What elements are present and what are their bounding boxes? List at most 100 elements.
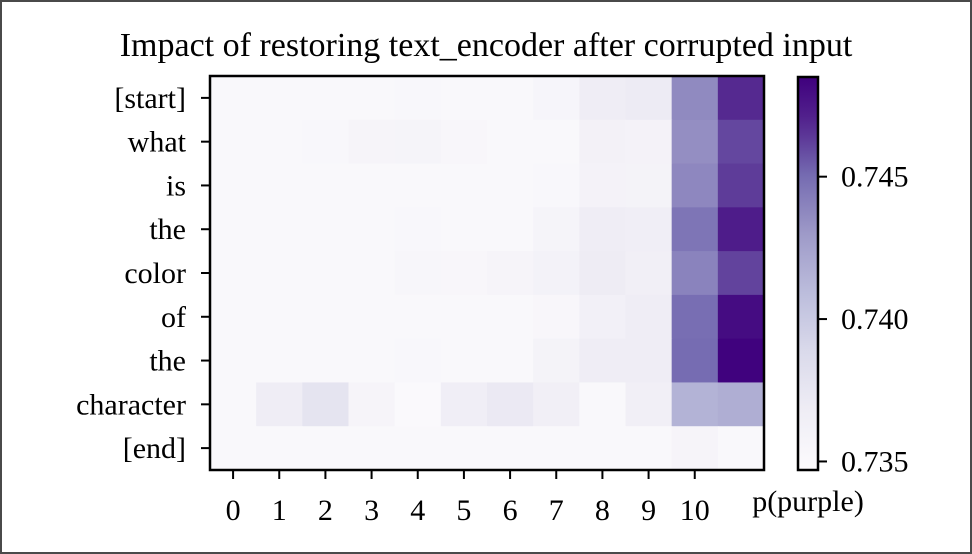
heatmap-cell	[579, 163, 627, 208]
colorbar-gradient	[798, 77, 818, 470]
heatmap-cell	[671, 294, 719, 340]
heatmap-cell	[440, 338, 488, 384]
heatmap-cell	[533, 294, 580, 340]
heatmap-cell	[302, 251, 350, 296]
x-tick-label: 4	[410, 494, 425, 527]
x-tick-label: 9	[641, 494, 656, 527]
colorbar: 0.735 0.740 0.745	[796, 75, 909, 478]
heatmap-cell	[348, 251, 396, 296]
heatmap-cell	[210, 163, 257, 208]
heatmap-cell	[579, 426, 627, 471]
y-tick-label: what	[128, 126, 187, 159]
heatmap-cell	[533, 119, 580, 165]
heatmap-cell	[487, 338, 534, 384]
heatmap-cell	[394, 207, 442, 252]
heatmap-cell	[671, 119, 719, 165]
heatmap-cell	[717, 294, 765, 340]
heatmap-cell	[348, 163, 396, 208]
heatmap-cell	[579, 294, 627, 340]
x-tick-label: 5	[456, 494, 471, 527]
heatmap-cell	[487, 119, 534, 165]
heatmap-cell	[210, 207, 257, 252]
heatmap-cell	[625, 119, 673, 165]
heatmap-cell	[625, 338, 673, 384]
x-tick-label: 10	[680, 494, 710, 527]
colorbar-tick-label: 0.745	[841, 161, 909, 194]
heatmap-cell	[671, 338, 719, 384]
heatmap-cell	[348, 76, 396, 121]
heatmap-cell	[348, 426, 396, 471]
heatmap-cell	[348, 207, 396, 252]
heatmap-cell	[487, 382, 534, 427]
heatmap-cell	[302, 382, 350, 427]
x-tick-label: 2	[318, 494, 333, 527]
heatmap-cell	[302, 76, 350, 121]
heatmap-cell	[671, 382, 719, 427]
heatmap-cell	[210, 338, 257, 384]
heatmap-cell	[440, 207, 488, 252]
heatmap-cell	[210, 251, 257, 296]
heatmap-cell	[671, 76, 719, 121]
heatmap-cell	[256, 426, 303, 471]
heatmap-cell	[579, 338, 627, 384]
y-axis: [start] what is the color of the character [end]	[76, 82, 210, 465]
heatmap-cell	[394, 163, 442, 208]
heatmap-cell	[302, 119, 350, 165]
heatmap-cell	[533, 163, 580, 208]
heatmap-cell	[440, 382, 488, 427]
heatmap-cell	[440, 251, 488, 296]
heatmap-cell	[348, 119, 396, 165]
heatmap-cell	[394, 76, 442, 121]
heatmap-cell	[579, 119, 627, 165]
heatmap-cell	[348, 382, 396, 427]
heatmap-cell	[256, 119, 303, 165]
heatmap-cell	[625, 426, 673, 471]
heatmap-cell	[717, 76, 765, 121]
heatmap-cell	[671, 251, 719, 296]
y-tick-label: the	[149, 213, 186, 246]
heatmap-cell	[256, 163, 303, 208]
heatmap-cell	[717, 426, 765, 471]
heatmap-cell	[256, 207, 303, 252]
heatmap-cell	[717, 119, 765, 165]
heatmap-cell	[348, 294, 396, 340]
heatmap-cell	[210, 294, 257, 340]
y-tick-label: color	[124, 257, 186, 290]
x-tick-label: 6	[503, 494, 518, 527]
x-tick-label: 7	[549, 494, 564, 527]
heatmap-cell	[210, 119, 257, 165]
heatmap-cell	[487, 294, 534, 340]
heatmap-cell	[533, 251, 580, 296]
heatmap-cell	[440, 426, 488, 471]
heatmap-cell	[440, 119, 488, 165]
heatmap-cell	[256, 251, 303, 296]
y-tick-label: of	[161, 301, 186, 334]
heatmap-cell	[671, 207, 719, 252]
x-axis: 0 1 2 3 4 5 6 7 8 9 10	[226, 470, 710, 527]
x-tick-label: 0	[226, 494, 241, 527]
heatmap-cell	[625, 382, 673, 427]
y-tick-label: [start]	[114, 82, 186, 115]
heatmap-cell	[579, 382, 627, 427]
heatmap-cell	[487, 163, 534, 208]
heatmap-cell	[533, 382, 580, 427]
heatmap-cell	[302, 207, 350, 252]
y-tick-label: is	[166, 169, 186, 202]
heatmap-cell	[256, 294, 303, 340]
heatmap-cell	[394, 294, 442, 340]
heatmap-cell	[533, 207, 580, 252]
heatmap-cell	[256, 76, 303, 121]
heatmap-cell	[394, 251, 442, 296]
heatmap-cell	[625, 163, 673, 208]
x-tick-label: 3	[364, 494, 379, 527]
heatmap-cell	[487, 251, 534, 296]
heatmap-cell	[717, 251, 765, 296]
heatmap-cell	[625, 76, 673, 121]
heatmap-cell	[487, 76, 534, 121]
y-tick-label: the	[149, 345, 186, 378]
heatmap-cell	[440, 294, 488, 340]
heatmap-cell	[302, 294, 350, 340]
colorbar-label: p(purple)	[752, 485, 864, 518]
heatmap-cell	[625, 207, 673, 252]
heatmap-cell	[533, 426, 580, 471]
